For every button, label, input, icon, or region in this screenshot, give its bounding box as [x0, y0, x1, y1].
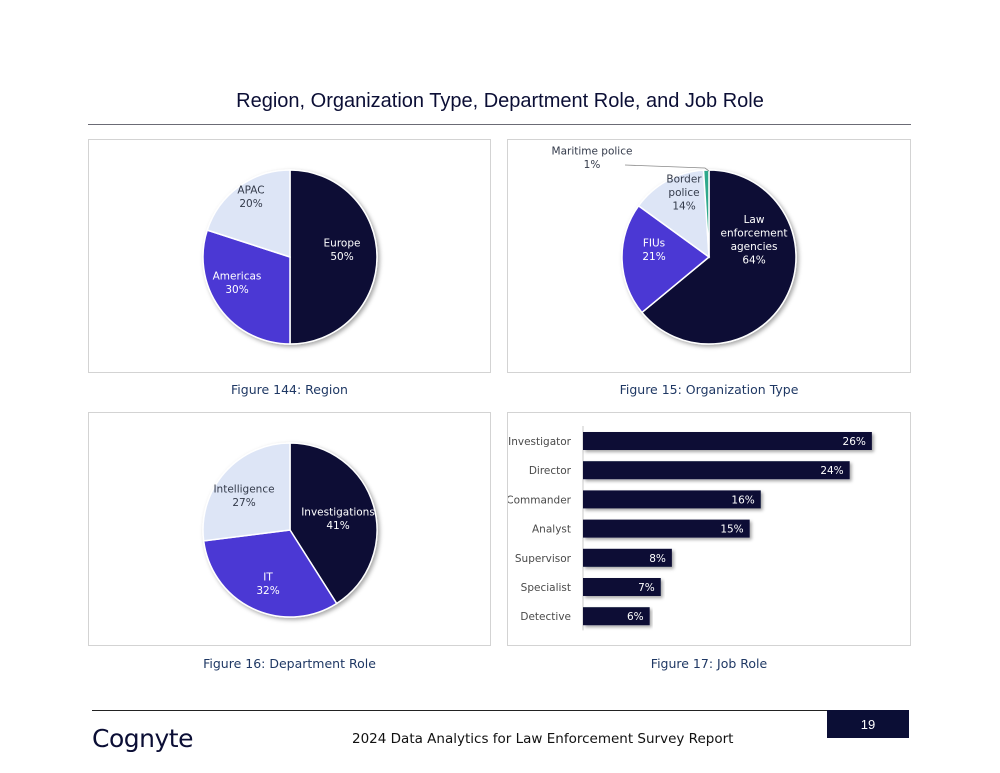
footer-divider — [92, 710, 827, 711]
bar-investigator — [583, 432, 872, 450]
category-label-investigator: Investigator — [508, 436, 572, 448]
category-label-specialist: Specialist — [521, 582, 571, 594]
pie-slice-intelligence — [202, 442, 291, 542]
organization-type-pie-chart: Law enforcement agencies 64% FIUs 21% Border po… — [552, 145, 797, 345]
bar-commander — [583, 490, 761, 509]
pie-slice-border-police — [637, 169, 710, 259]
value-label-investigator: 26% — [843, 436, 866, 448]
department-role-chart-panel: Investigations 41% IT 32% Intelligence 27% — [88, 412, 491, 646]
pie-label-intelligence: Intelligence 27% — [213, 483, 274, 509]
caption-region: Figure 144: Region — [231, 382, 348, 397]
pie-label-apac: APAC 20% — [237, 184, 264, 210]
pie-slice-apac — [206, 169, 291, 259]
region-chart-panel: Europe 50% Americas 30% APAC 20% — [88, 139, 491, 373]
pie-slice-it — [202, 529, 338, 618]
category-label-director: Director — [529, 465, 572, 477]
category-label-supervisor: Supervisor — [515, 553, 572, 565]
value-label-commander: 16% — [731, 494, 754, 506]
pie-label-it: IT 32% — [256, 571, 279, 597]
caption-organization-type: Figure 15: Organization Type — [619, 382, 799, 397]
value-label-director: 24% — [820, 465, 843, 477]
pie-slice-europe — [289, 169, 378, 345]
bar-specialist — [583, 578, 661, 596]
pie-label-fius: FIUs 21% — [642, 237, 665, 263]
value-label-supervisor: 8% — [649, 553, 666, 565]
pie-slice-fius — [621, 204, 711, 314]
bar-detective — [583, 607, 650, 626]
caption-job-role: Figure 17: Job Role — [650, 656, 768, 671]
job-role-bar-chart: Investigator 26% Director 24% Commander 16% An… — [508, 426, 872, 631]
category-label-commander: Commander — [508, 494, 572, 506]
caption-department-role: Figure 16: Department Role — [203, 656, 376, 671]
department-role-pie-chart: Investigations 41% IT 32% Intelligence 27% — [202, 442, 378, 618]
footer-report-title: 2024 Data Analytics for Law Enforcement … — [352, 731, 734, 747]
page-number: 19 — [827, 710, 909, 738]
title-divider — [88, 124, 911, 125]
pie-label-investigations: Investigations 41% — [301, 506, 375, 532]
value-label-specialist: 7% — [638, 582, 655, 594]
value-label-detective: 6% — [627, 611, 644, 623]
pie-label-border-police: Border police 14% — [666, 174, 702, 213]
pie-slice-americas — [202, 229, 291, 345]
pie-label-europe: Europe 50% — [324, 237, 361, 263]
pie-label-law-enforcement-agencies: Law enforcement agencies 64% — [720, 214, 787, 267]
cognyte-logo: Cognyte — [92, 724, 193, 753]
job-role-chart-panel: Investigator 26% Director 24% Commander 16% An… — [507, 412, 911, 646]
bar-analyst — [583, 519, 750, 538]
pie-slice-law-enforcement-agencies — [640, 169, 797, 345]
category-label-detective: Detective — [520, 611, 571, 623]
region-pie-chart: Europe 50% Americas 30% APAC 20% — [202, 169, 378, 345]
category-label-analyst: Analyst — [532, 524, 571, 536]
value-label-analyst: 15% — [720, 524, 743, 536]
bar-director — [583, 461, 850, 480]
leader-line-maritime-police — [624, 164, 710, 172]
pie-slice-maritime-police — [702, 169, 710, 258]
bar-supervisor — [583, 548, 672, 567]
page-title: Region, Organization Type, Department Ro… — [236, 90, 764, 112]
organization-type-chart-panel: Law enforcement agencies 64% FIUs 21% Border po… — [507, 139, 911, 373]
pie-label-maritime-police: Maritime police 1% — [552, 145, 633, 171]
pie-label-americas: Americas 30% — [213, 270, 262, 296]
